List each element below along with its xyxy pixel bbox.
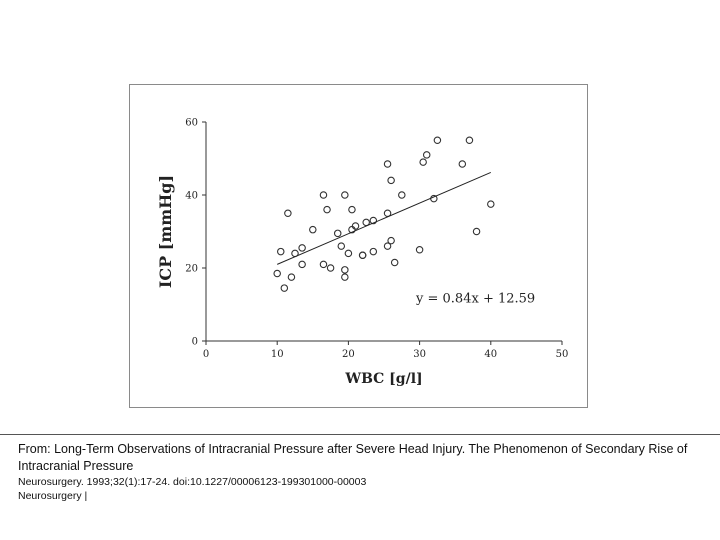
data-point (433, 136, 442, 144)
data-point (341, 266, 349, 274)
data-point (387, 176, 395, 185)
caption-title: From: Long-Term Observations of Intracra… (18, 442, 688, 473)
y-tick-label: 40 (185, 191, 198, 202)
data-point (344, 249, 353, 258)
data-point (422, 151, 431, 159)
data-point (273, 269, 281, 278)
tick-labels: 0 10 20 30 40 50 0 20 40 60 (185, 118, 568, 361)
data-point (280, 284, 289, 292)
data-point (298, 244, 306, 252)
x-tick-label: 10 (271, 349, 284, 360)
y-tick-label: 20 (185, 264, 198, 275)
data-point (298, 260, 306, 269)
x-tick-label: 20 (342, 349, 355, 360)
caption-citation: Neurosurgery. 1993;32(1):17-24. doi:10.1… (18, 476, 367, 488)
x-axis-label: WBC [g/l] (344, 371, 422, 387)
x-tick-label: 50 (556, 349, 569, 360)
data-point (472, 227, 481, 236)
figure-frame: 0 10 20 30 40 50 0 20 40 60 y = 0.84x + 12.59 WBC… (129, 84, 588, 408)
data-point (333, 229, 342, 238)
data-point (326, 264, 335, 272)
data-point (351, 222, 360, 230)
data-point (419, 158, 427, 166)
data-point (319, 191, 328, 199)
data-point (387, 236, 395, 245)
data-point (398, 191, 406, 199)
data-point (383, 160, 392, 168)
data-point (277, 247, 285, 256)
axes (202, 121, 563, 345)
caption-journal: Neurosurgery | (18, 490, 88, 502)
data-point (458, 160, 467, 168)
data-point (415, 246, 424, 254)
data-point (284, 209, 292, 218)
x-tick-label: 0 (203, 349, 209, 360)
data-point (390, 258, 399, 267)
data-points (273, 136, 495, 292)
x-tick-label: 30 (413, 349, 426, 360)
scatter-plot: 0 10 20 30 40 50 0 20 40 60 y = 0.84x + 12.59 WBC… (156, 118, 568, 388)
y-axis-label: ICP [mmHg] (156, 175, 175, 288)
y-tick-label: 0 (192, 337, 198, 348)
data-point (369, 216, 378, 225)
data-point (369, 247, 378, 256)
data-point (348, 205, 356, 214)
data-point (341, 273, 349, 281)
data-point (465, 136, 474, 144)
data-point (487, 200, 495, 208)
regression-line (277, 171, 491, 265)
data-point (309, 225, 317, 234)
y-tick-label: 60 (185, 118, 198, 129)
data-point (341, 191, 349, 199)
x-tick-label: 40 (484, 349, 497, 360)
caption-divider (0, 434, 720, 435)
data-point (383, 242, 392, 250)
regression-equation: y = 0.84x + 12.59 (415, 292, 535, 307)
data-point (358, 251, 367, 259)
data-point (287, 273, 296, 281)
data-point (319, 260, 328, 269)
data-point (323, 205, 331, 214)
data-point (337, 242, 346, 250)
